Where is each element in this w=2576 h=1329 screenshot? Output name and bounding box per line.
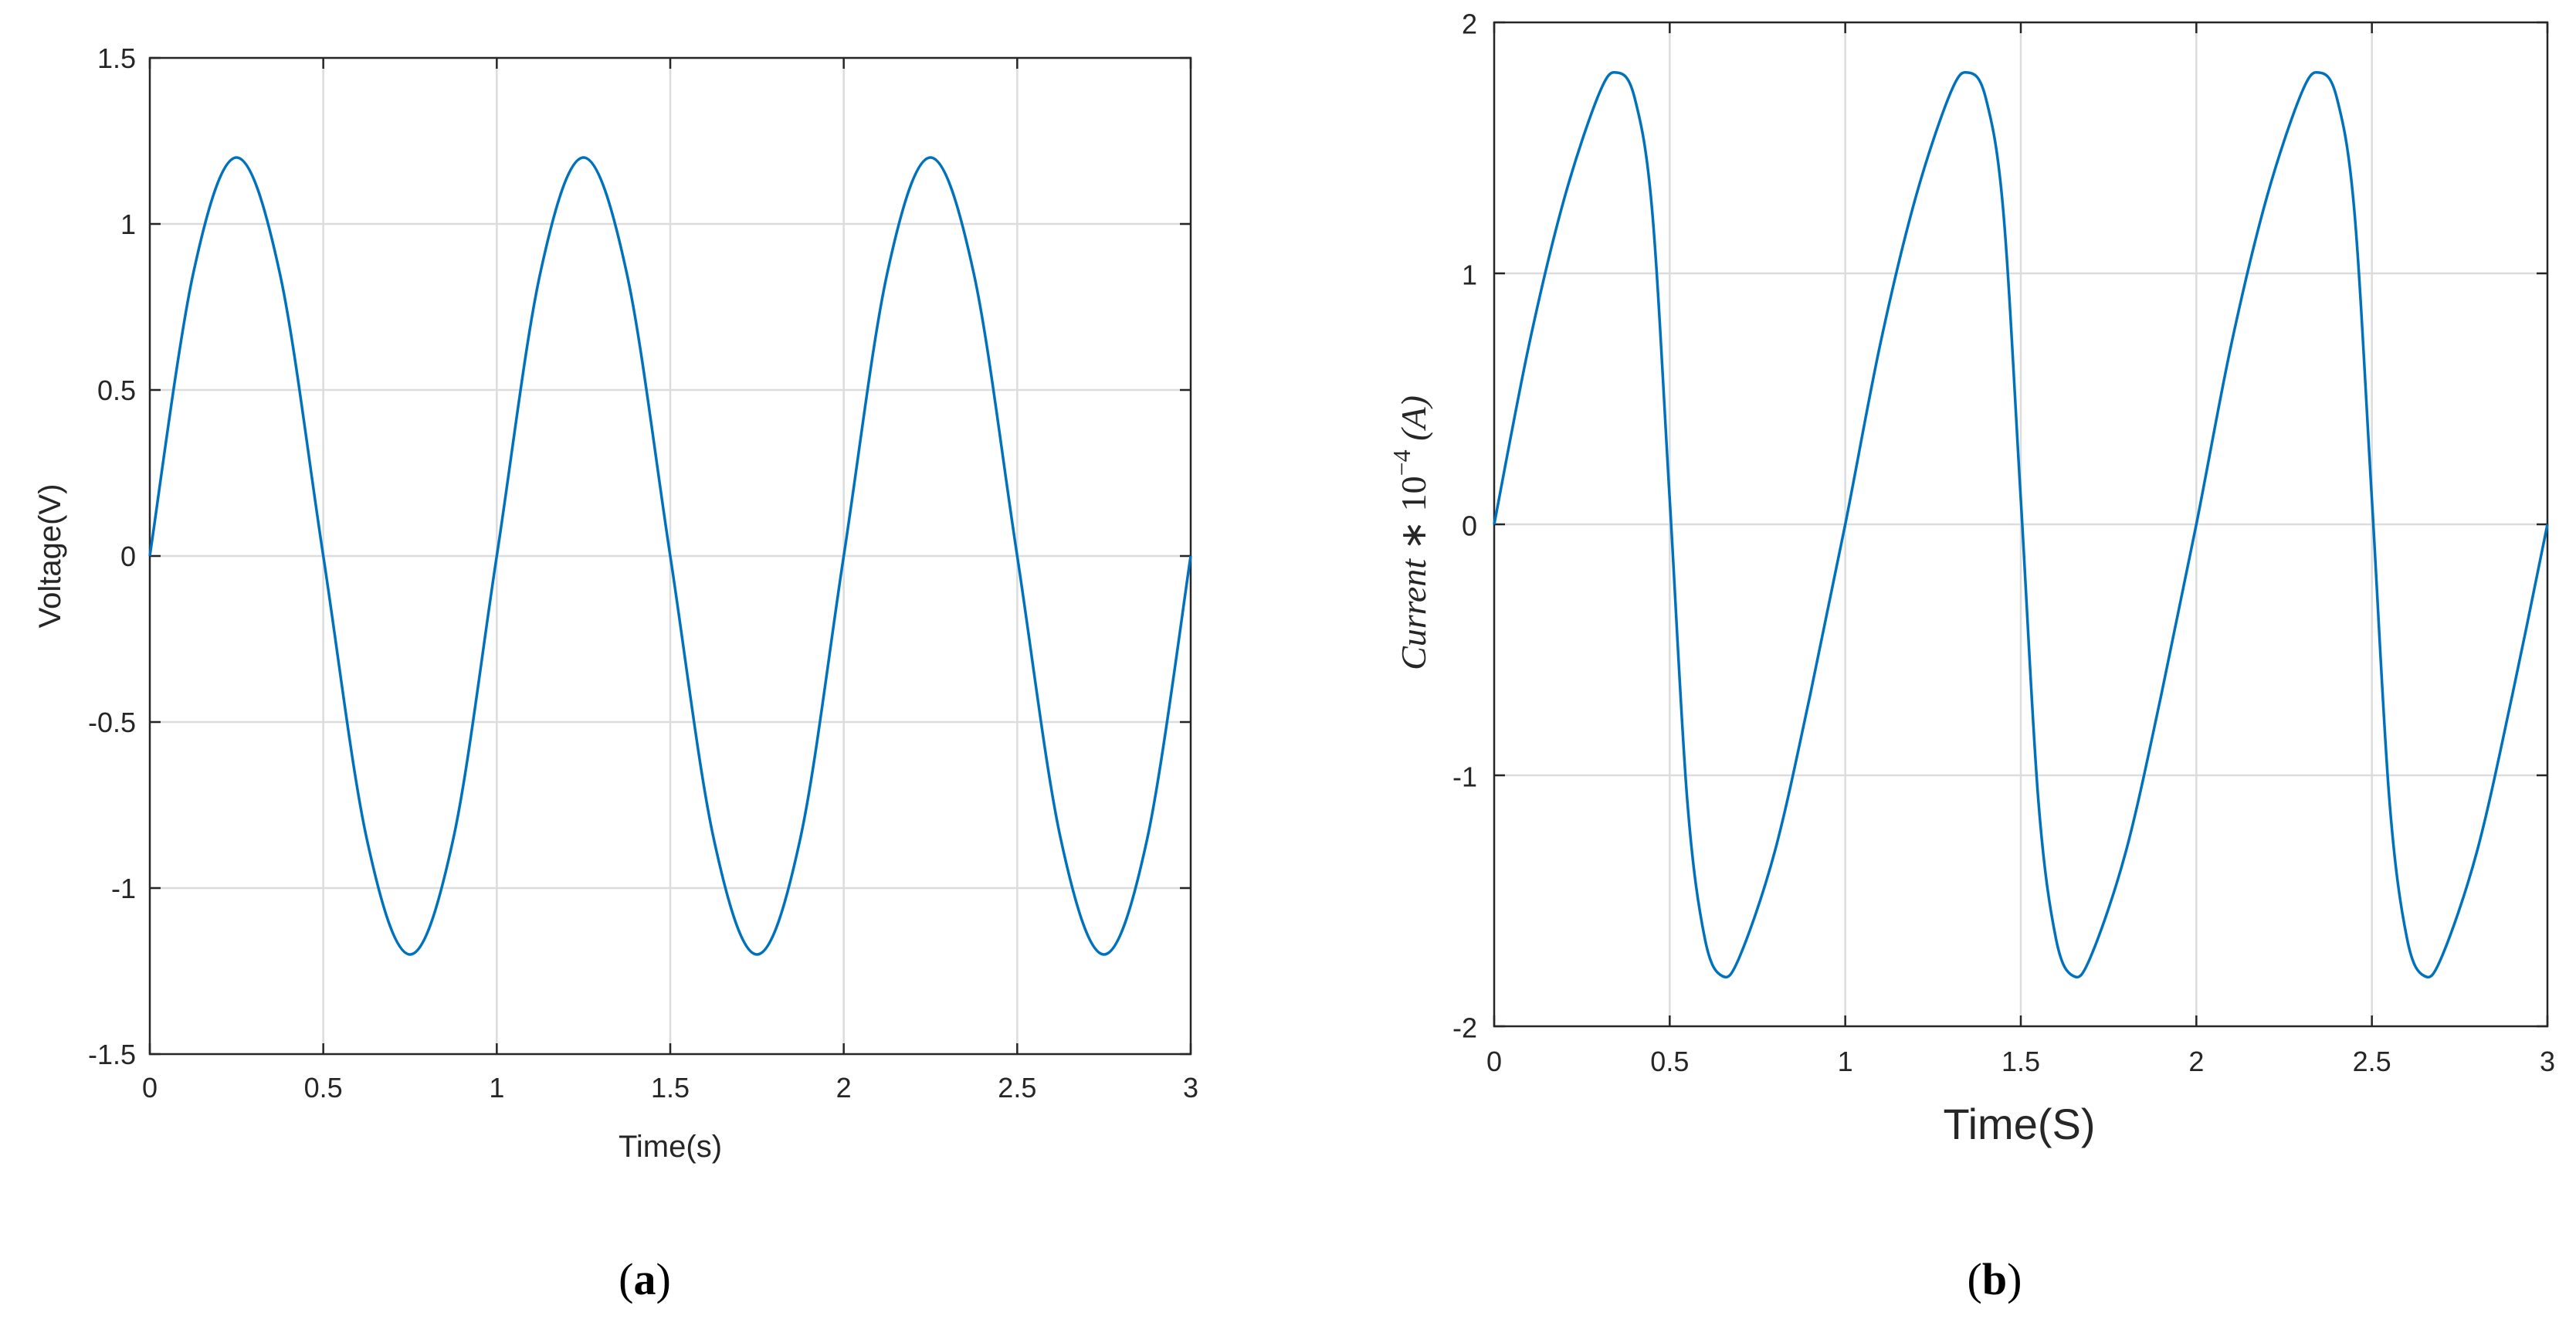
y-tick-label: 0 (120, 541, 136, 572)
x-tick-label: 1.5 (651, 1072, 690, 1104)
current-series (1493, 70, 2549, 979)
voltage-series (148, 156, 1192, 956)
current-axis-ticks: 0 0.5 1 1.5 2 2.5 3 -2 -1 0 1 2 (1452, 8, 2555, 1077)
panel-label-a: (a) (619, 1254, 671, 1304)
y-tick-label: 0 (1462, 510, 1477, 541)
x-tick-label: 2.5 (2353, 1046, 2391, 1077)
current-y-axis-label-exponent: −4 (1388, 449, 1415, 476)
y-tick-label: -2 (1452, 1012, 1477, 1043)
current-line (1493, 70, 2549, 979)
x-tick-label: 0.5 (1650, 1046, 1689, 1077)
current-y-axis-label: Current ∗ 10−4 (A) (1388, 395, 1433, 670)
y-tick-label: -1.5 (88, 1039, 136, 1070)
current-y-axis-label-unit: (A) (1394, 395, 1433, 449)
voltage-x-axis-label: Time(s) (619, 1130, 722, 1164)
x-tick-label: 0.5 (304, 1072, 343, 1104)
current-grid (1494, 22, 2547, 1026)
current-y-axis-label-base: 10 (1394, 476, 1433, 511)
panel-label-b: (b) (1968, 1254, 2022, 1304)
voltage-chart: 0 0.5 1 1.5 2 2.5 3-1.5-1-0.500.511.5 Time(s) … (33, 42, 1198, 1304)
y-tick-label: 1 (120, 209, 136, 240)
x-tick-label: 2 (836, 1072, 852, 1104)
voltage-line (148, 156, 1192, 956)
current-chart: 0 0.5 1 1.5 2 2.5 3 -2 -1 0 1 2 Time(S) Current ∗ 1… (1388, 8, 2555, 1304)
current-x-axis-label: Time(S) (1943, 1100, 2095, 1148)
y-tick-label: -1 (1452, 761, 1477, 792)
x-tick-label: 2 (2188, 1046, 2204, 1077)
y-tick-label: 1 (1462, 259, 1477, 290)
y-tick-label: 0.5 (97, 375, 136, 406)
x-tick-label: 1 (489, 1072, 504, 1104)
x-tick-label: 2.5 (998, 1072, 1036, 1104)
y-tick-label: 2 (1462, 8, 1477, 39)
current-y-axis-label-operator: ∗ (1394, 511, 1433, 559)
y-tick-label: 1.5 (97, 42, 136, 74)
x-tick-label: 1.5 (2001, 1046, 2040, 1077)
x-tick-label: 3 (1183, 1072, 1198, 1104)
current-y-axis-label-main: Current (1394, 558, 1433, 670)
x-tick-label: 0 (1486, 1046, 1502, 1077)
y-tick-label: -1 (111, 873, 136, 904)
y-tick-label: -0.5 (88, 707, 136, 738)
x-tick-label: 3 (2540, 1046, 2555, 1077)
voltage-axis-ticks: 0 0.5 1 1.5 2 2.5 3 -1.5 -1 -0.5 0 0.5 1 1.5 (88, 42, 1198, 1104)
x-tick-label: 0 (142, 1072, 158, 1104)
voltage-y-axis-label: Voltage(V) (33, 484, 67, 629)
x-tick-label: 1 (1838, 1046, 1853, 1077)
